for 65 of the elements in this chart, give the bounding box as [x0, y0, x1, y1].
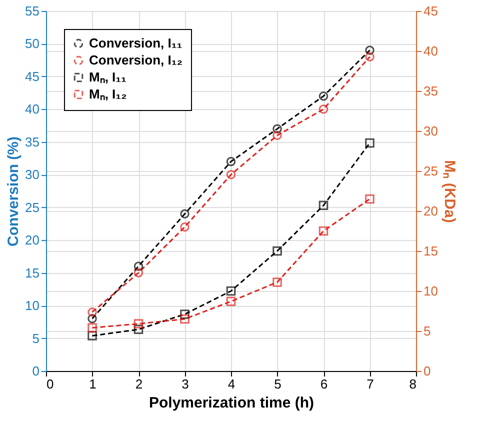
- point: [88, 307, 97, 317]
- point: [134, 268, 144, 278]
- y2-tick-label: 20: [424, 204, 438, 218]
- point: [318, 104, 328, 114]
- point: [365, 138, 374, 148]
- y-tick-label: 5: [32, 330, 40, 346]
- legend-label: Mₙ, I₁₂: [89, 86, 128, 102]
- y-tick-label: 15: [25, 265, 40, 280]
- x-tick-label: 7: [366, 376, 374, 392]
- y2-tick-label: 30: [424, 124, 438, 138]
- point: [318, 226, 328, 236]
- point: [365, 46, 374, 55]
- y2-axis-title: Mₙ (KDa): [440, 160, 458, 223]
- y-tick-label: 10: [25, 298, 40, 314]
- point: [226, 296, 236, 306]
- x-tick-label: 4: [228, 376, 236, 392]
- x-tick-label: 2: [135, 376, 143, 392]
- legend-label: Mₙ, I₁₁: [89, 70, 126, 84]
- point: [180, 310, 190, 319]
- y2-tick-label: 25: [424, 164, 438, 178]
- y2-tick-label: 35: [424, 84, 438, 98]
- point: [226, 170, 236, 180]
- x-axis-title: Polymerization time (h): [148, 394, 314, 412]
- x-tick-label: 1: [89, 376, 96, 392]
- point: [272, 246, 282, 256]
- y-tick-label: 50: [25, 36, 40, 52]
- point: [134, 262, 144, 271]
- y2-tick-label: 40: [424, 44, 438, 58]
- y-tick-label: 0: [32, 364, 40, 378]
- x-tick-label: 5: [274, 376, 282, 392]
- point: [272, 124, 282, 134]
- y-tick-label: 30: [25, 167, 40, 182]
- point: [180, 222, 190, 232]
- x-tick-label: 0: [46, 376, 54, 392]
- point: [272, 278, 282, 287]
- y-tick-label: 35: [25, 134, 40, 150]
- point: [226, 286, 236, 296]
- legend-label: Conversion, I₁₂: [89, 52, 183, 68]
- legend-label: Conversion, I₁₁: [89, 36, 182, 50]
- y2-tick-label: 5: [424, 324, 431, 338]
- x-tick-label: 6: [320, 376, 328, 392]
- point: [272, 130, 282, 140]
- y-tick-label: 25: [25, 200, 40, 215]
- y2-tick-label: 10: [424, 284, 438, 298]
- y-tick-label: 55: [25, 4, 40, 18]
- point: [318, 91, 328, 101]
- point: [180, 209, 190, 219]
- y-tick-label: 20: [25, 232, 40, 248]
- y-tick-label: 45: [25, 68, 40, 84]
- point: [365, 194, 374, 204]
- x-tick-label: 3: [182, 376, 189, 392]
- point: [365, 52, 374, 62]
- point: [88, 314, 97, 324]
- point: [226, 156, 236, 166]
- point: [180, 314, 190, 324]
- point: [318, 200, 328, 210]
- y2-tick-label: 15: [424, 244, 438, 258]
- y-axis-title: Conversion (%): [5, 136, 22, 247]
- point: [134, 319, 144, 328]
- point: [134, 324, 144, 334]
- y-tick-label: 40: [25, 102, 40, 117]
- x-tick-label: 8: [409, 376, 416, 392]
- y2-tick-label: 45: [424, 4, 438, 18]
- point: [88, 323, 97, 332]
- y2-tick-label: 0: [424, 364, 431, 378]
